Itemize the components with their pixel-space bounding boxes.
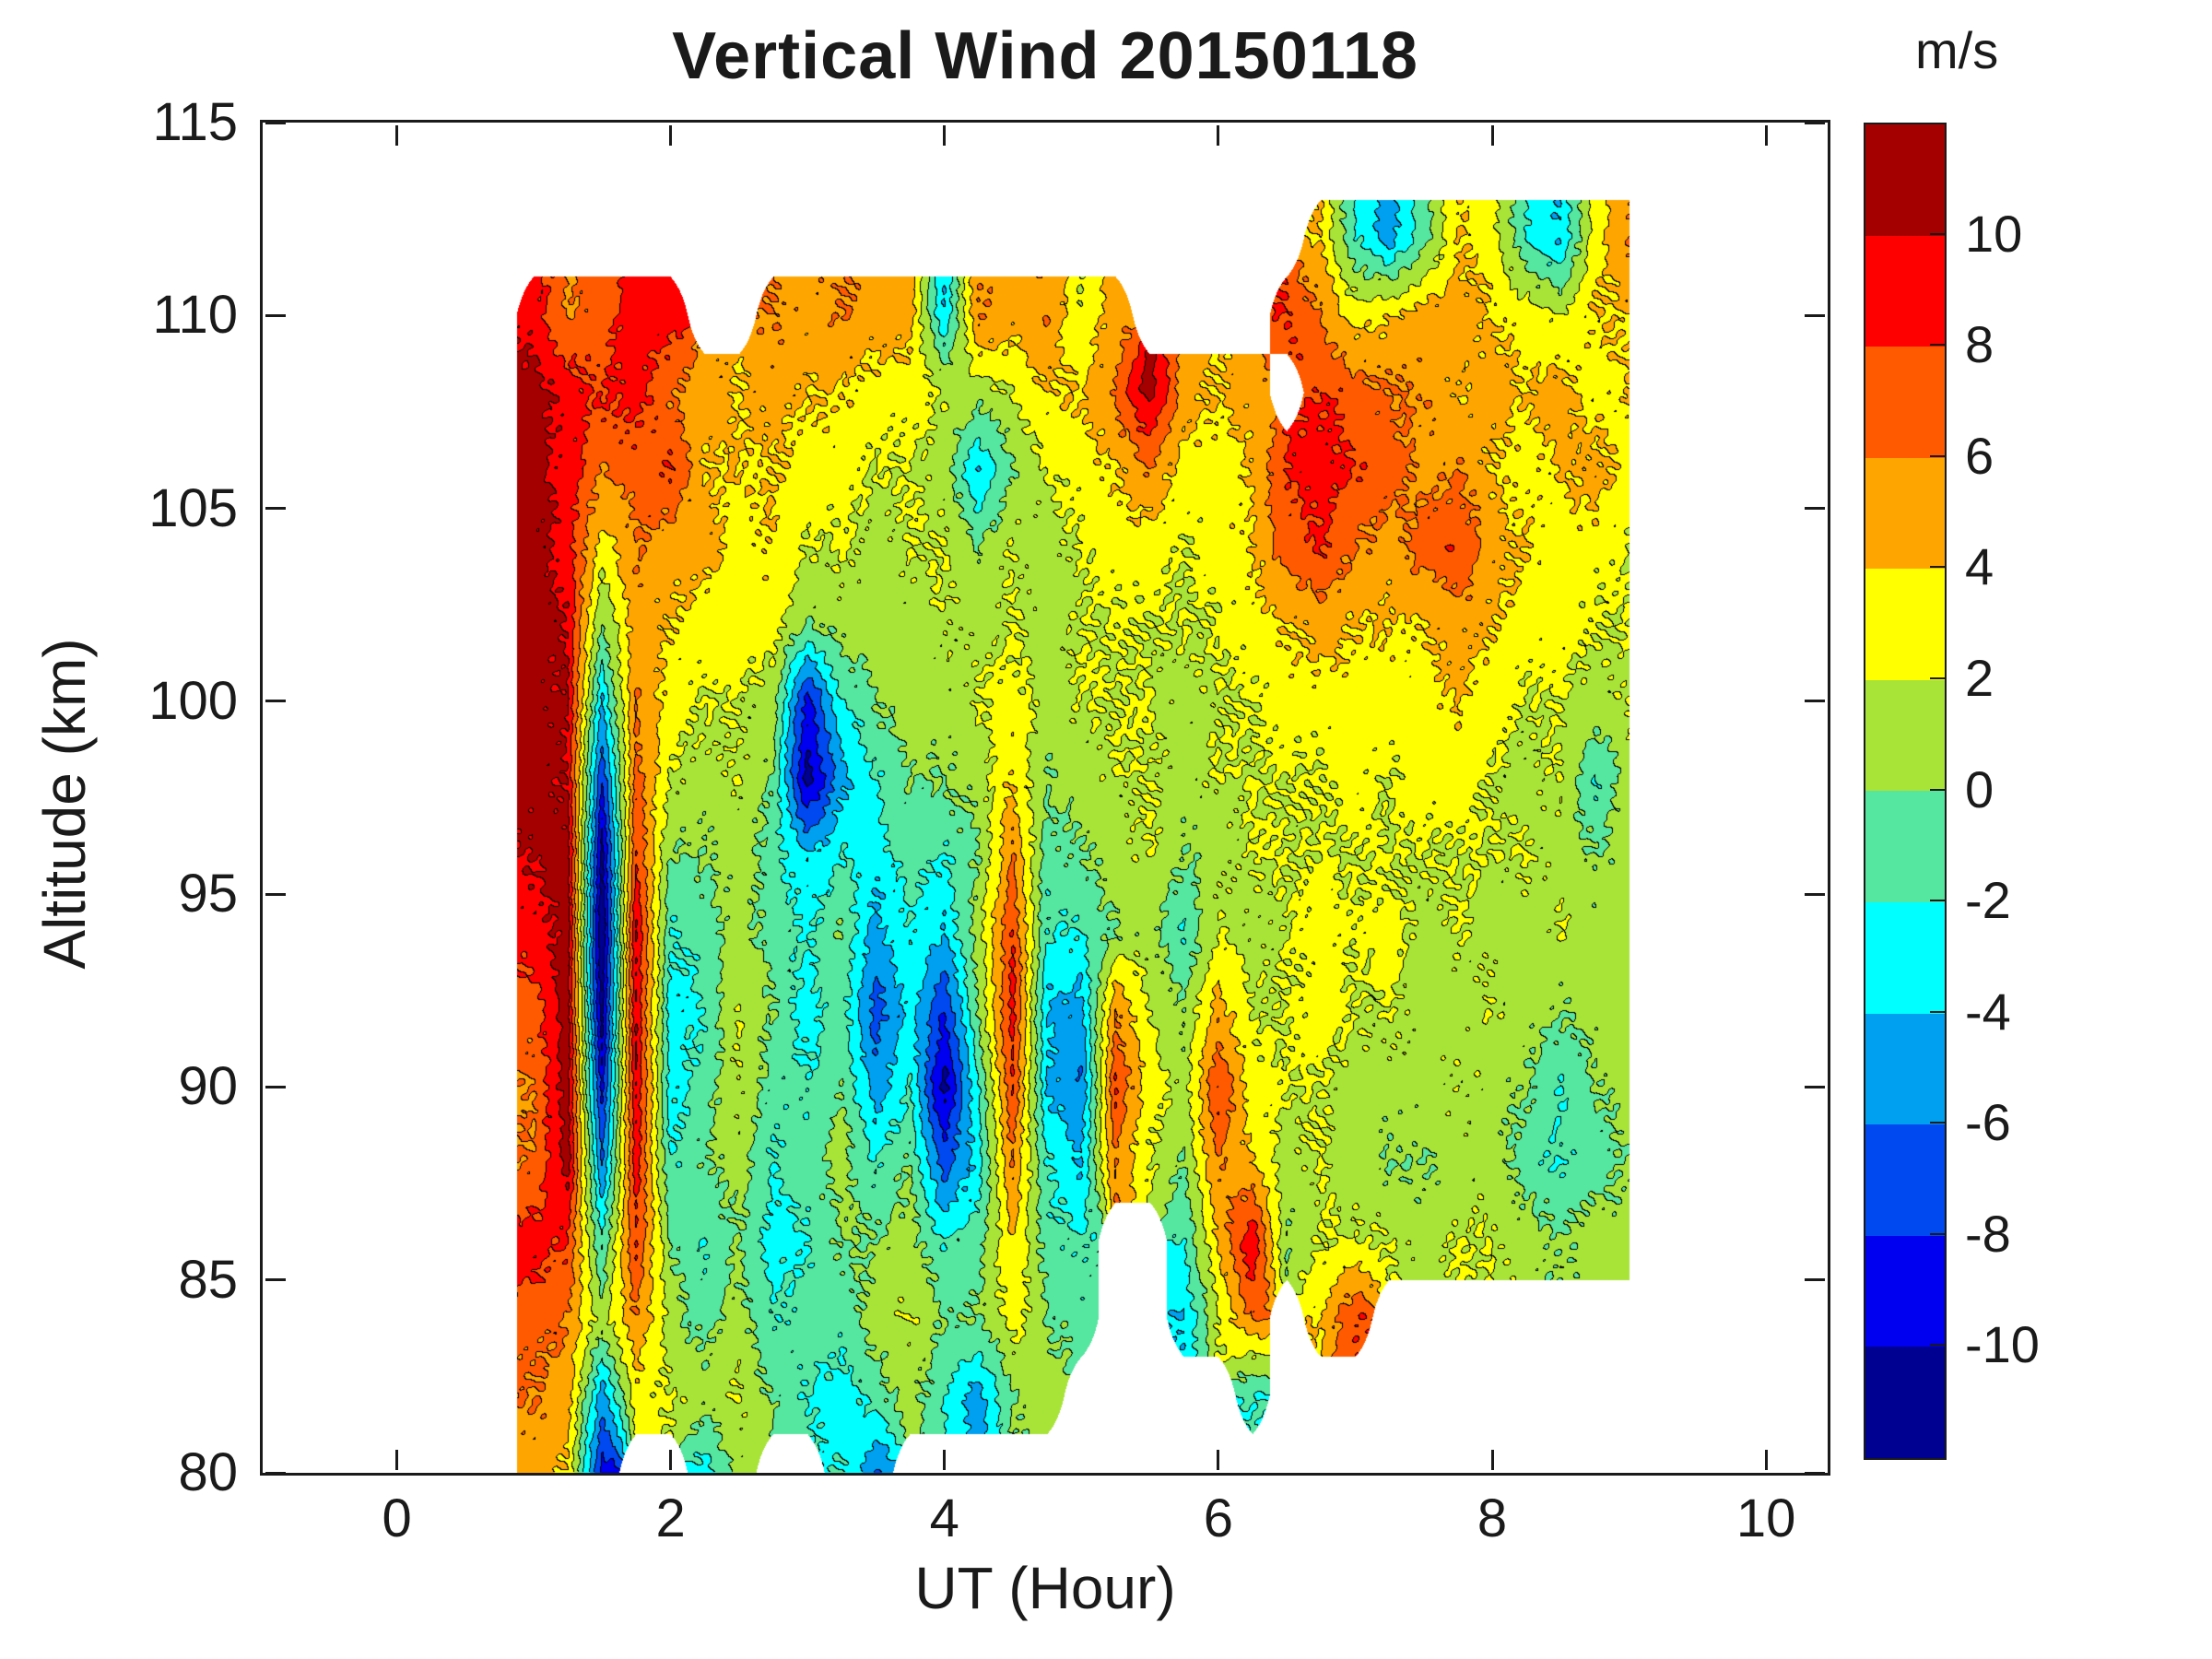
x-tick-mark-top (943, 125, 947, 146)
plot-title: Vertical Wind 20150118 (672, 19, 1418, 93)
colorbar-band (1865, 791, 1945, 903)
y-axis-label: Altitude (km) (31, 638, 98, 970)
x-tick-mark (1490, 1450, 1494, 1470)
colorbar-tick-mark (1930, 344, 1945, 347)
colorbar-tick-label: -10 (1965, 1315, 2040, 1374)
colorbar-band (1865, 902, 1945, 1014)
y-tick-label: 85 (178, 1249, 238, 1310)
colorbar-tick-label: -8 (1965, 1204, 2011, 1263)
y-tick-label: 110 (152, 285, 238, 346)
x-tick-mark-top (669, 125, 673, 146)
x-tick-label: 6 (1203, 1488, 1234, 1548)
x-tick-mark (943, 1450, 947, 1470)
y-tick-mark-right (1805, 1085, 1825, 1088)
colorbar-tick-label: -6 (1965, 1093, 2011, 1152)
y-tick-mark (265, 892, 286, 896)
x-tick-mark-top (395, 125, 399, 146)
y-tick-mark (265, 1471, 286, 1475)
y-tick-mark (265, 1278, 286, 1282)
colorbar-tick-mark (1930, 1232, 1945, 1235)
colorbar-tick-label: 8 (1965, 315, 1994, 374)
colorbar-tick-mark (1930, 788, 1945, 791)
y-tick-mark-right (1805, 892, 1825, 896)
colorbar-tick-label: 2 (1965, 648, 1994, 707)
x-tick-label: 10 (1735, 1488, 1796, 1548)
y-tick-mark (265, 121, 286, 124)
y-tick-label: 105 (148, 477, 238, 538)
colorbar-band (1865, 124, 1945, 236)
colorbar-tick-label: 6 (1965, 426, 1994, 485)
colorbar-tick-label: 10 (1965, 204, 2023, 263)
y-tick-mark-right (1805, 507, 1825, 511)
x-tick-mark (395, 1450, 399, 1470)
colorbar-tick-mark (1930, 900, 1945, 902)
y-tick-label: 80 (178, 1442, 238, 1502)
y-tick-label: 100 (148, 670, 238, 731)
colorbar-tick-label: 0 (1965, 759, 1994, 818)
y-tick-mark (265, 507, 286, 511)
colorbar-tick-mark (1930, 1010, 1945, 1013)
colorbar-tick-mark (1930, 566, 1945, 569)
colorbar-band (1865, 235, 1945, 347)
colorbar-tick-label: -4 (1965, 982, 2011, 1041)
x-tick-mark (1764, 1450, 1768, 1470)
y-tick-mark (265, 313, 286, 317)
x-tick-mark-top (1490, 125, 1494, 146)
colorbar-unit-label: m/s (1915, 21, 1999, 79)
x-tick-mark (669, 1450, 673, 1470)
colorbar-band (1865, 1235, 1945, 1347)
y-tick-mark-right (1805, 1471, 1825, 1475)
colorbar-band (1865, 457, 1945, 570)
colorbar-tick-mark (1930, 1122, 1945, 1124)
x-tick-label: 4 (929, 1488, 959, 1548)
colorbar-tick-mark (1930, 232, 1945, 235)
x-tick-mark-top (1217, 125, 1220, 146)
y-tick-label: 115 (152, 92, 238, 152)
y-tick-mark-right (1805, 700, 1825, 703)
y-tick-label: 90 (178, 1056, 238, 1117)
colorbar-band (1865, 1124, 1945, 1236)
y-tick-mark-right (1805, 1278, 1825, 1282)
x-tick-label: 2 (655, 1488, 686, 1548)
colorbar-tick-label: -2 (1965, 871, 2011, 930)
colorbar-tick-label: 4 (1965, 537, 1994, 596)
y-tick-label: 95 (178, 864, 238, 924)
colorbar-tick-mark (1930, 454, 1945, 457)
y-tick-mark (265, 700, 286, 703)
colorbar-band (1865, 569, 1945, 680)
x-tick-mark-top (1764, 125, 1768, 146)
x-axis-label: UT (Hour) (914, 1555, 1176, 1621)
x-tick-label: 0 (382, 1488, 412, 1548)
colorbar-band (1865, 347, 1945, 458)
colorbar-band (1865, 1013, 1945, 1125)
colorbar-band (1865, 679, 1945, 792)
y-tick-mark-right (1805, 313, 1825, 317)
colorbar-tick-mark (1930, 677, 1945, 679)
colorbar (1864, 123, 1947, 1460)
y-tick-mark-right (1805, 121, 1825, 124)
colorbar-tick-mark (1930, 1344, 1945, 1347)
contour-plot (263, 123, 1828, 1473)
colorbar-band (1865, 1347, 1945, 1458)
axes-box (260, 120, 1830, 1476)
x-tick-mark (1217, 1450, 1220, 1470)
y-tick-mark (265, 1085, 286, 1088)
x-tick-label: 8 (1477, 1488, 1508, 1548)
